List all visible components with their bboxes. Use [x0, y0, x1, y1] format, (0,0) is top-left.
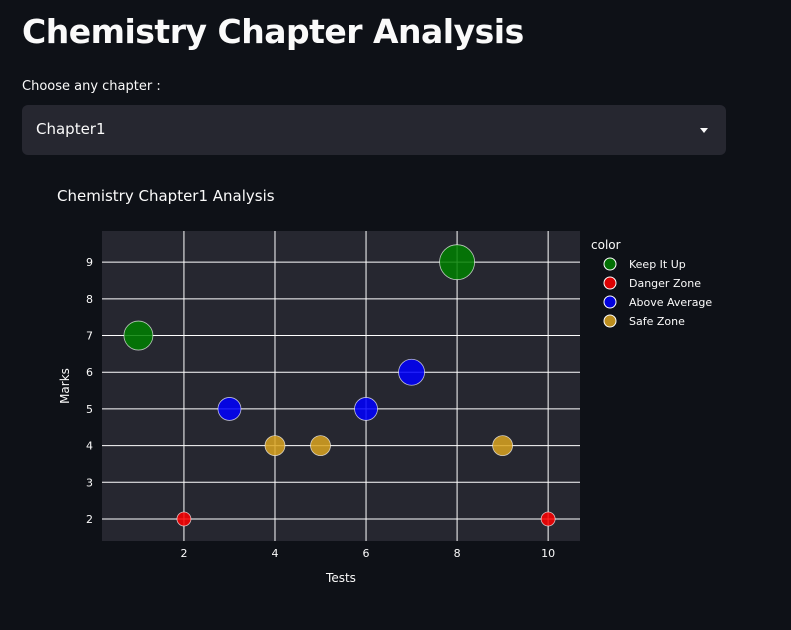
y-tick-label: 7: [86, 330, 93, 343]
legend-item[interactable]: Above Average: [603, 295, 712, 309]
data-point[interactable]: [123, 320, 154, 351]
data-point[interactable]: [354, 397, 378, 421]
y-tick-label: 2: [86, 513, 93, 526]
y-axis-title: Marks: [58, 368, 72, 404]
y-tick-label: 6: [86, 366, 93, 379]
legend-marker: [603, 295, 617, 309]
chapter-select-label: Choose any chapter :: [22, 79, 161, 94]
legend[interactable]: Keep It Up Danger Zone Above Average Safe Z…: [603, 257, 712, 328]
y-tick-label: 8: [86, 293, 93, 306]
legend-marker: [603, 314, 617, 328]
x-axis-title: Tests: [325, 571, 356, 585]
page-title: Chemistry Chapter Analysis: [22, 12, 524, 51]
legend-item[interactable]: Keep It Up: [603, 257, 686, 271]
data-point[interactable]: [492, 435, 514, 457]
data-point[interactable]: [176, 511, 192, 527]
legend-item[interactable]: Danger Zone: [603, 276, 701, 290]
data-point[interactable]: [540, 511, 556, 527]
x-tick-label: 8: [454, 547, 461, 560]
y-tick-label: 5: [86, 403, 93, 416]
tick-labels: 2 4 6 8 10 2 3 4 5 6 7 8 9: [86, 256, 555, 560]
y-tick-label: 9: [86, 256, 93, 269]
x-tick-label: 10: [541, 547, 555, 560]
data-point[interactable]: [398, 358, 425, 386]
y-tick-label: 3: [86, 476, 93, 489]
data-points[interactable]: [123, 244, 556, 527]
legend-label: Danger Zone: [629, 277, 701, 290]
legend-label: Keep It Up: [629, 258, 686, 271]
legend-label: Safe Zone: [629, 315, 685, 328]
chevron-down-icon[interactable]: [700, 128, 708, 133]
x-tick-label: 6: [363, 547, 370, 560]
legend-label: Above Average: [629, 296, 712, 309]
data-point[interactable]: [310, 435, 331, 457]
legend-marker: [603, 276, 617, 290]
legend-marker: [603, 257, 617, 271]
chapter-select[interactable]: Chapter1: [22, 105, 726, 155]
x-tick-label: 2: [180, 547, 187, 560]
chart-title: Chemistry Chapter1 Analysis: [57, 187, 275, 205]
legend-item[interactable]: Safe Zone: [603, 314, 685, 328]
data-point[interactable]: [264, 435, 286, 457]
y-tick-label: 4: [86, 440, 93, 453]
legend-title: color: [591, 238, 621, 252]
data-point[interactable]: [217, 397, 242, 421]
chapter-select-value: Chapter1: [36, 120, 106, 138]
plot-area: [102, 231, 580, 541]
data-point[interactable]: [439, 244, 475, 281]
x-tick-label: 4: [271, 547, 278, 560]
